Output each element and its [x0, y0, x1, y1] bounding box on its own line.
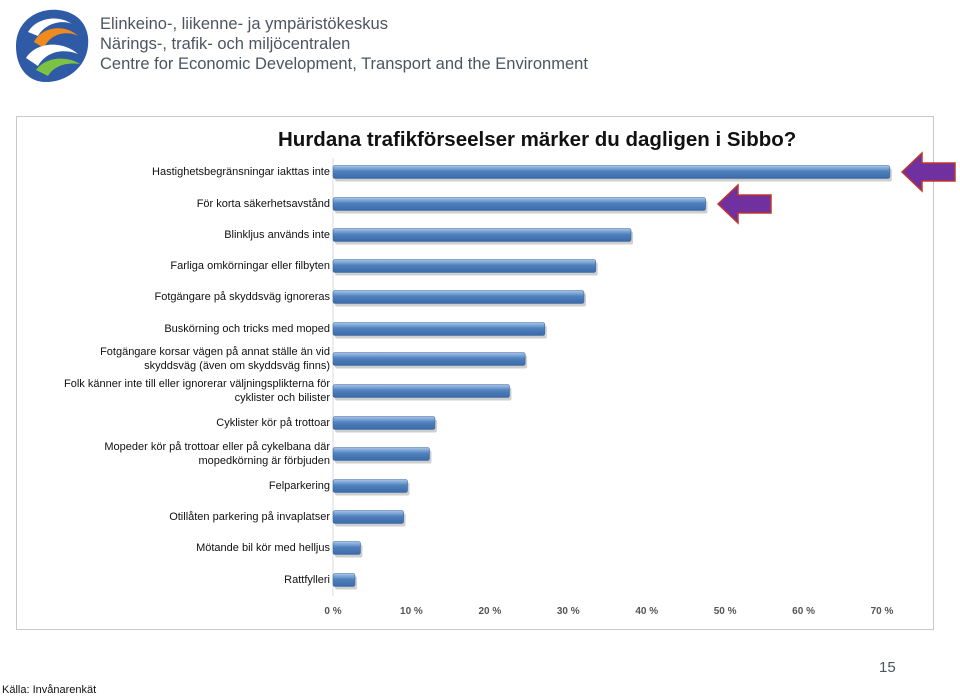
x-tick-label: 0 %	[324, 606, 341, 617]
highlight-arrow-icon	[716, 183, 772, 225]
category-label: För korta säkerhetsavstånd	[197, 197, 330, 211]
bar	[332, 290, 585, 304]
category-label: Mötande bil kör med helljus	[196, 541, 330, 555]
category-label-line: mopedkörning är förbjuden	[198, 455, 330, 467]
header: Elinkeino-, liikenne- ja ympäristökeskus…	[0, 0, 960, 92]
bar	[332, 447, 430, 461]
bar	[332, 573, 356, 587]
category-label-line: skyddsväg (även om skyddsväg finns)	[144, 360, 330, 372]
x-tick-label: 40 %	[635, 606, 658, 617]
bar	[332, 259, 597, 273]
organization-name: Elinkeino-, liikenne- ja ympäristökeskus…	[100, 14, 588, 74]
category-label: Buskörning och tricks med moped	[164, 322, 330, 336]
bar	[332, 416, 436, 430]
category-label-line: Felparkering	[268, 480, 330, 492]
category-label: Fotgängare korsar vägen på annat ställe …	[100, 345, 330, 373]
bar	[332, 322, 546, 336]
category-label-line: Fotgängare korsar vägen på annat ställe …	[100, 346, 330, 358]
bar	[332, 479, 408, 493]
category-label-line: Cyklister kör på trottoar	[216, 417, 330, 429]
chart-title: Hurdana trafikförseelser märker du dagli…	[278, 128, 797, 151]
ely-logo	[16, 9, 89, 83]
x-tick-label: 50 %	[714, 606, 737, 617]
x-tick-label: 70 %	[871, 606, 894, 617]
category-label-line: Folk känner inte till eller ignorerar vä…	[64, 378, 330, 390]
x-tick-label: 30 %	[557, 606, 580, 617]
category-label-line: Rattfylleri	[284, 574, 330, 586]
category-label: Otillåten parkering på invaplatser	[169, 510, 330, 524]
bar	[332, 197, 706, 211]
page-number: 15	[879, 659, 896, 676]
bar	[332, 510, 404, 524]
bar	[332, 384, 510, 398]
category-label: Folk känner inte till eller ignorerar vä…	[64, 377, 330, 405]
bar	[332, 228, 632, 242]
category-label: Fotgängare på skyddsväg ignoreras	[155, 290, 331, 304]
highlight-arrow-icon	[900, 151, 956, 193]
category-label: Mopeder kör på trottoar eller på cykelba…	[104, 440, 330, 468]
category-label: Felparkering	[269, 479, 330, 493]
category-label-line: Hastighetsbegränsningar iakttas inte	[152, 166, 330, 178]
bar	[332, 352, 526, 366]
category-label: Cyklister kör på trottoar	[216, 416, 330, 430]
category-label-line: Otillåten parkering på invaplatser	[169, 511, 330, 523]
category-label-line: cyklister och bilister	[234, 392, 330, 404]
category-label-line: Fotgängare på skyddsväg ignoreras	[154, 291, 331, 303]
category-label: Hastighetsbegränsningar iakttas inte	[152, 165, 330, 179]
org-line-fi: Elinkeino-, liikenne- ja ympäristökeskus	[100, 15, 388, 33]
category-label: Farliga omkörningar eller filbyten	[170, 259, 330, 273]
x-tick-label: 60 %	[792, 606, 815, 617]
category-label: Blinkljus används inte	[224, 228, 330, 242]
bar	[332, 541, 361, 555]
category-label-line: För korta säkerhetsavstånd	[196, 198, 330, 210]
bar	[332, 165, 891, 179]
category-label-line: Mopeder kör på trottoar eller på cykelba…	[104, 441, 330, 453]
category-label-line: Farliga omkörningar eller filbyten	[170, 260, 330, 272]
category-label: Rattfylleri	[284, 573, 330, 587]
category-label-line: Blinkljus används inte	[224, 229, 330, 241]
category-label-line: Buskörning och tricks med moped	[164, 323, 330, 335]
source-note: Källa: Invånarenkät	[2, 684, 97, 696]
org-line-en: Centre for Economic Development, Transpo…	[100, 55, 588, 73]
org-line-sv: Närings-, trafik- och miljöcentralen	[100, 35, 351, 53]
category-label-line: Mötande bil kör med helljus	[196, 542, 330, 554]
x-tick-label: 20 %	[478, 606, 501, 617]
x-tick-label: 10 %	[400, 606, 423, 617]
